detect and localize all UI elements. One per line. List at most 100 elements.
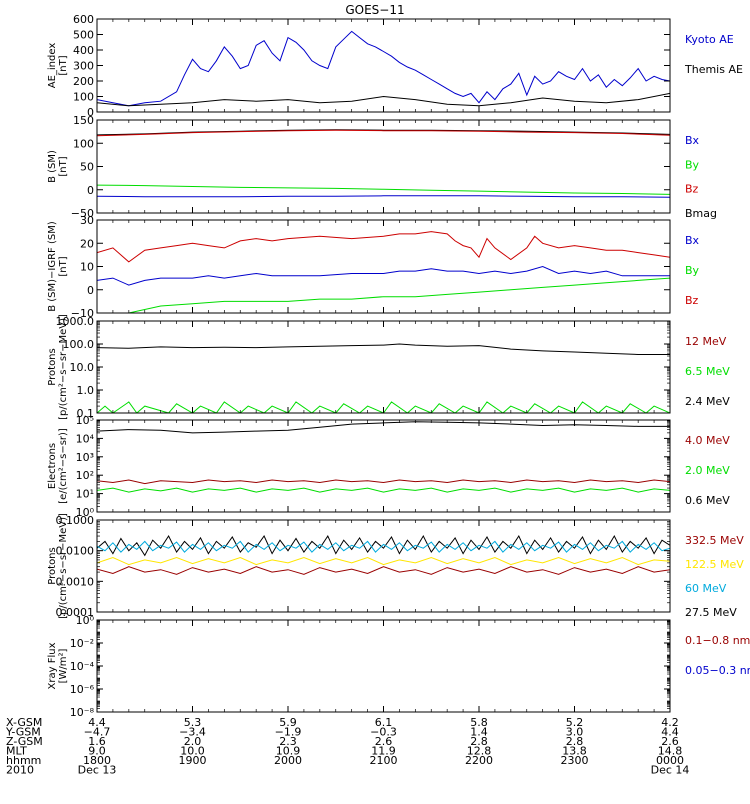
- panel-frame: [96, 619, 671, 713]
- y-tick-label: 300: [73, 60, 94, 73]
- y-tick-label: 0.0010: [56, 575, 95, 588]
- date-end: Dec 14: [651, 764, 690, 777]
- ephemeris-value: 13.8: [562, 745, 587, 758]
- ephemeris-value: 5.8: [470, 716, 488, 729]
- legend-entry: Bz: [685, 183, 699, 196]
- y-tick-label: −50: [71, 207, 94, 220]
- ephemeris-value: 1.4: [470, 726, 488, 739]
- ephemeris-value: −4.7: [84, 726, 111, 739]
- y-tick-label: 0.0001: [56, 606, 95, 619]
- legend-entry: By: [685, 158, 700, 171]
- panel-3: −10 0 10 20 30 B (SM)−IGRF (SM)[nT] Bx By Bz: [47, 214, 700, 320]
- y-tick-label: 10⁵: [76, 414, 94, 427]
- panel-1: 0 100 200 300 400 500 600 AE_index[nT] Kyoto AE T…: [47, 13, 743, 119]
- legend-entry: 332.5 MeV: [685, 534, 744, 547]
- y-tick-label: 0.1: [77, 407, 95, 420]
- ephemeris-value: 3.0: [566, 726, 584, 739]
- y-tick-label: 100.0: [63, 338, 95, 351]
- series-2-0-mev: [97, 487, 670, 493]
- ephemeris-value: 5.3: [184, 716, 202, 729]
- ephemeris-value: 5.9: [279, 716, 297, 729]
- ephemeris-value: 2.8: [566, 735, 584, 748]
- ephemeris-value: 2100: [370, 754, 398, 767]
- y-tick-label: 0: [87, 284, 94, 297]
- y-tick-label: 20: [80, 237, 94, 250]
- legend-entry: Bz: [685, 294, 699, 307]
- y-tick-label: 10³: [76, 451, 94, 464]
- panel-5: 10⁰ 10¹ 10² 10³ 10⁴ 10⁵ Electrons[e/(cm²−s−sr)…: [47, 414, 730, 519]
- y-axis-label: B (SM)−IGRF (SM)[nT]: [47, 221, 69, 312]
- ephemeris-value: 10.9: [276, 745, 301, 758]
- panel-7: 10⁻⁸ 10⁻⁶ 10⁻⁴ 10⁻² 10⁰ Xray Flux[W/m²] 0.1−0.…: [47, 614, 750, 719]
- ephemeris-row-label: X-GSM: [6, 716, 42, 729]
- y-tick-label: 0: [87, 106, 94, 119]
- series-27-5-mev: [97, 534, 670, 557]
- ephemeris-year: 2010: [6, 764, 34, 777]
- series-2-4-mev: [97, 343, 670, 355]
- y-tick-label: 10⁰: [76, 506, 95, 519]
- y-tick-label: 10¹: [76, 488, 94, 501]
- series-bx: [97, 265, 670, 286]
- y-tick-label: 10⁰: [76, 614, 95, 627]
- y-tick-label: 10⁴: [76, 432, 95, 445]
- panel-frame: [96, 18, 671, 113]
- series-by: [97, 277, 670, 313]
- ephemeris-value: −3.4: [179, 726, 206, 739]
- ephemeris-value: 9.0: [88, 745, 106, 758]
- panel-frame: [96, 320, 671, 414]
- ephemeris-value: 4.4: [88, 716, 106, 729]
- y-tick-label: 500: [73, 29, 94, 42]
- y-axis-label: Xray Flux[W/m²]: [47, 642, 69, 689]
- y-tick-label: 400: [73, 44, 94, 57]
- ephemeris-value: 2000: [274, 754, 302, 767]
- panel-frame: [96, 119, 671, 214]
- y-tick-label: 10²: [76, 469, 94, 482]
- ephemeris-value: 2.8: [470, 735, 488, 748]
- y-tick-label: 10⁻⁶: [70, 683, 95, 696]
- legend-entry: Themis AE: [684, 63, 743, 76]
- ephemeris-value: 4.2: [661, 716, 679, 729]
- legend-entry: Bx: [685, 234, 700, 247]
- y-tick-label: 150: [73, 114, 94, 127]
- series-332-5-mev: [97, 566, 670, 575]
- series-60-mev: [97, 540, 670, 553]
- legend-entry: Bx: [685, 134, 700, 147]
- panel-6: 0.0001 0.0010 0.0100 0.1000Protons[p/(cm²−s…: [47, 513, 744, 619]
- ephemeris-value: 14.8: [658, 745, 683, 758]
- ephemeris-value: 2300: [561, 754, 589, 767]
- legend-entry: 122.5 MeV: [685, 558, 744, 571]
- ephemeris-value: 1800: [83, 754, 111, 767]
- legend-entry: 0.05−0.3 nm: [685, 664, 750, 677]
- legend-entry: 2.0 MeV: [685, 464, 730, 477]
- ephemeris-value: 10.0: [180, 745, 205, 758]
- panel-frame: [96, 419, 671, 513]
- legend-entry: By: [685, 264, 700, 277]
- y-tick-label: −10: [71, 307, 94, 320]
- y-tick-label: 10⁻²: [70, 637, 94, 650]
- y-tick-label: 600: [73, 13, 94, 26]
- ephemeris-value: 2200: [465, 754, 493, 767]
- date-start: Dec 13: [78, 764, 117, 777]
- ephemeris-value: 6.1: [375, 716, 393, 729]
- y-tick-label: 10⁻⁸: [70, 706, 95, 719]
- series-bz: [97, 231, 670, 263]
- ephemeris-value: 5.2: [566, 716, 584, 729]
- panel-frame: [96, 219, 671, 314]
- y-tick-label: 1000.0: [56, 315, 95, 328]
- ephemeris-row-label: hhmm: [6, 754, 41, 767]
- plot-title: GOES−11: [345, 3, 404, 17]
- ephemeris-value: 1.6: [88, 735, 106, 748]
- y-tick-label: 100: [73, 137, 94, 150]
- y-axis-label: Protons[p/(cm²−s−sr−MeV)]: [47, 314, 69, 420]
- y-tick-label: 10: [80, 261, 94, 274]
- series-by: [97, 184, 670, 195]
- legend-entry: 27.5 MeV: [685, 606, 737, 619]
- ephemeris-value: 2.6: [661, 735, 679, 748]
- series-4-0-mev: [97, 479, 670, 485]
- legend-entry: 0.6 MeV: [685, 494, 730, 507]
- ephemeris-value: 12.8: [467, 745, 492, 758]
- series-bx: [97, 195, 670, 198]
